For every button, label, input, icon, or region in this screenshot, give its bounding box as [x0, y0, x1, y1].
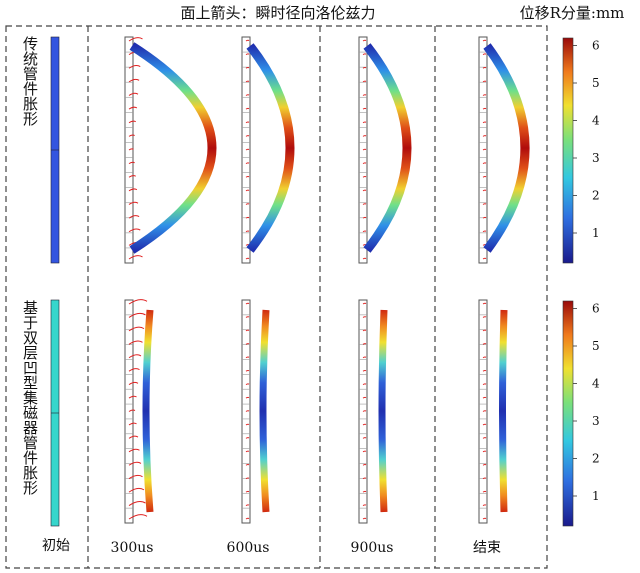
colorbar-tick-label: 1: [592, 489, 600, 503]
lorentz-arrows-bottom-4: [482, 302, 487, 520]
initial-tube-top: [50, 36, 60, 264]
lorentz-arrows-bottom-300us: [128, 299, 148, 520]
frame: [5, 25, 548, 569]
expanded-tube-bottom-4: [499, 309, 508, 513]
colorbar-tick-label: 1: [592, 226, 600, 240]
colorbar-tick-label: 4: [592, 114, 600, 128]
colorbar-title: 位移R分量:mm: [520, 4, 625, 22]
row-label-traditional: 传统管件胀形: [21, 36, 39, 126]
colorbar-tick-label: 5: [592, 339, 600, 353]
colorbar-top: 1 2 3 4 5 6: [562, 37, 600, 264]
column-label-900us: 900us: [351, 540, 394, 556]
colorbar-tick-label: 5: [592, 76, 600, 90]
colorbar-tick-label: 2: [592, 189, 600, 203]
colorbar-tick-label: 6: [592, 39, 600, 53]
colorbar-tick-label: 3: [592, 414, 600, 428]
colorbar-bottom: 1 2 3 4 5 6: [562, 300, 600, 527]
lorentz-arrows-top-3: [362, 39, 367, 260]
colorbar-tick-label: 6: [592, 302, 600, 316]
column-label-end: 结束: [473, 540, 501, 556]
column-label-initial: 初始: [42, 537, 70, 554]
initial-tube-bottom: [50, 299, 60, 527]
colorbar-tick-label: 4: [592, 377, 600, 391]
outer-dashed-frame: [5, 25, 548, 569]
row-label-concentrator: 基于双层凹型集磁器管件胀形: [21, 300, 39, 495]
expanded-tube-bottom-2: [259, 309, 270, 513]
colorbar-tick-label: 2: [592, 452, 600, 466]
figure-title: 面上箭头：瞬时径向洛伦兹力: [180, 4, 375, 22]
expanded-tube-top-2: [246, 43, 295, 253]
lorentz-arrows-bottom-3: [362, 302, 367, 520]
column-label-300us: 300us: [111, 540, 154, 556]
expanded-tube-top-4: [483, 43, 530, 253]
colorbar-tick-label: 3: [592, 151, 600, 165]
expanded-tube-top-3: [363, 43, 412, 253]
lorentz-arrows-bottom-2: [245, 302, 250, 520]
expanded-tube-bottom-1: [142, 309, 154, 513]
expanded-tube-bottom-3: [378, 309, 388, 513]
column-label-600us: 600us: [227, 540, 270, 556]
expanded-tube-top-1: [129, 42, 217, 254]
lorentz-arrows-top-300us: [128, 37, 143, 260]
